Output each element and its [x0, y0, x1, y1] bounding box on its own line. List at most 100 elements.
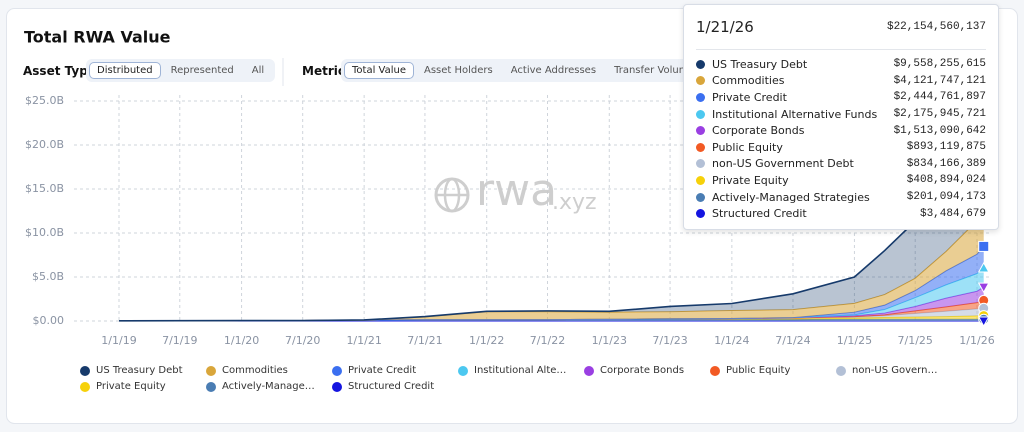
tooltip-row: Private Equity $408,894,024 [696, 172, 986, 189]
tooltip-swatch [696, 92, 705, 102]
toggle-option[interactable]: Represented [170, 65, 234, 76]
legend-label: non-US Government Debt [852, 365, 947, 376]
legend-item[interactable]: Private Credit [332, 364, 458, 377]
legend-item[interactable]: Structured Credit [332, 380, 458, 393]
tooltip-series-name: Corporate Bonds [712, 124, 805, 138]
x-tick-label: 7/1/24 [775, 334, 810, 347]
x-tick-label: 7/1/25 [898, 334, 933, 347]
tooltip-series-name: Institutional Alternative Funds [712, 107, 878, 121]
legend-item[interactable]: Corporate Bonds [584, 364, 710, 377]
tooltip-row: Actively-Managed Strategies $201,094,173 [696, 189, 986, 206]
end-marker [977, 282, 990, 294]
tooltip-swatch [696, 209, 705, 219]
legend-label: Institutional Alternative Funds [474, 365, 569, 376]
tooltip-value: $9,558,255,615 [893, 58, 986, 71]
chart-title: Total RWA Value [24, 28, 171, 47]
x-tick-label: 1/1/26 [959, 334, 994, 347]
tooltip-swatch [696, 76, 705, 86]
tooltip-date: 1/21/26 [696, 18, 754, 36]
x-tick-label: 7/1/20 [285, 334, 320, 347]
legend-item[interactable]: Public Equity [710, 364, 836, 377]
watermark: rwa .xyz [434, 165, 597, 216]
legend-swatch [710, 365, 720, 376]
tooltip-series-name: Public Equity [712, 140, 783, 154]
legend-label: Corporate Bonds [600, 365, 685, 376]
toggle-option[interactable]: Distributed [89, 62, 161, 79]
legend-swatch [458, 365, 468, 376]
metric-toggle: Total Value Asset Holders Active Addresses… [341, 59, 706, 82]
x-tick-label: 1/1/24 [714, 334, 749, 347]
tooltip-series-name: Private Credit [712, 90, 787, 104]
tooltip-swatch [696, 109, 705, 119]
tooltip-row: Corporate Bonds $1,513,090,642 [696, 122, 986, 139]
asset-type-label: Asset Type [23, 64, 96, 78]
tooltip-row: US Treasury Debt $9,558,255,615 [696, 56, 986, 73]
legend-swatch [206, 381, 216, 392]
tooltip-series-name: Structured Credit [712, 207, 807, 221]
asset-type-toggle: Distributed Represented All [86, 59, 276, 82]
toggle-option[interactable]: All [251, 65, 265, 76]
x-tick-label: 7/1/19 [162, 334, 197, 347]
legend-swatch [332, 381, 342, 392]
tooltip-value: $4,121,747,121 [893, 74, 986, 87]
y-tick-label: $15.0B [25, 182, 64, 195]
legend: US Treasury Debt Commodities Private Credi… [80, 364, 980, 393]
tooltip-row: non-US Government Debt $834,166,389 [696, 156, 986, 173]
tooltip-swatch [696, 59, 705, 69]
legend-swatch [80, 381, 90, 392]
tooltip-header: 1/21/26 $22,154,560,137 [696, 5, 986, 50]
legend-item[interactable]: Institutional Alternative Funds [458, 364, 584, 377]
legend-label: Commodities [222, 365, 288, 376]
toggle-option[interactable]: Active Addresses [510, 65, 597, 76]
y-tick-label: $10.0B [25, 226, 64, 239]
y-tick-label: $20.0B [25, 138, 64, 151]
y-tick-label: $0.00 [33, 314, 65, 327]
tooltip-value: $893,119,875 [906, 141, 986, 154]
end-marker [978, 240, 990, 252]
tooltip-swatch [696, 142, 705, 152]
legend-label: US Treasury Debt [96, 365, 183, 376]
tooltip-row: Public Equity $893,119,875 [696, 139, 986, 156]
tooltip: 1/21/26 $22,154,560,137 US Treasury Debt… [683, 4, 999, 230]
y-tick-label: $25.0B [25, 94, 64, 107]
end-marker [977, 316, 990, 327]
tooltip-row: Commodities $4,121,747,121 [696, 73, 986, 90]
legend-swatch [206, 365, 216, 376]
tooltip-series-name: Commodities [712, 74, 785, 88]
tooltip-swatch [696, 126, 705, 136]
end-marker [977, 261, 990, 273]
legend-label: Private Credit [348, 365, 417, 376]
legend-item[interactable]: non-US Government Debt [836, 364, 962, 377]
x-tick-label: 7/1/22 [530, 334, 565, 347]
toggle-option[interactable]: Asset Holders [424, 65, 493, 76]
x-tick-label: 7/1/23 [652, 334, 687, 347]
legend-item[interactable]: Actively-Managed Strategies [206, 380, 332, 393]
watermark-suffix: .xyz [552, 190, 597, 215]
legend-swatch [80, 365, 90, 376]
x-tick-label: 7/1/21 [407, 334, 442, 347]
tooltip-row: Private Credit $2,444,761,897 [696, 89, 986, 106]
tooltip-swatch [696, 192, 705, 202]
x-tick-label: 1/1/25 [837, 334, 872, 347]
legend-swatch [836, 365, 846, 376]
toggle-option[interactable]: Total Value [344, 62, 414, 79]
x-tick-label: 1/1/23 [592, 334, 627, 347]
legend-item[interactable]: Commodities [206, 364, 332, 377]
tooltip-rows: US Treasury Debt $9,558,255,615 Commoditie… [696, 50, 986, 222]
watermark-main: rwa [476, 165, 557, 216]
legend-item[interactable]: US Treasury Debt [80, 364, 206, 377]
legend-swatch [584, 365, 594, 376]
toggle-option[interactable]: Transfer Volume [614, 65, 695, 76]
tooltip-total: $22,154,560,137 [886, 21, 986, 33]
tooltip-series-name: Private Equity [712, 173, 789, 187]
x-tick-label: 1/1/20 [224, 334, 259, 347]
tooltip-value: $201,094,173 [906, 191, 986, 204]
tooltip-value: $1,513,090,642 [893, 124, 986, 137]
legend-label: Public Equity [726, 365, 791, 376]
tooltip-series-name: non-US Government Debt [712, 157, 854, 171]
x-tick-label: 1/1/21 [346, 334, 381, 347]
legend-swatch [332, 365, 342, 376]
tooltip-swatch [696, 175, 705, 185]
legend-item[interactable]: Private Equity [80, 380, 206, 393]
